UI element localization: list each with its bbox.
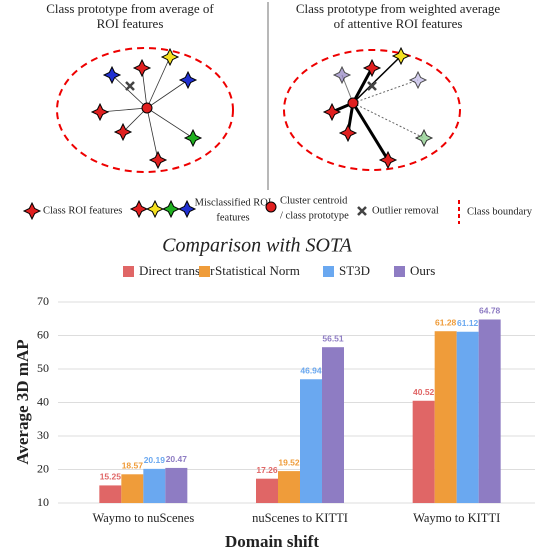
legend-label: Ours — [410, 263, 435, 278]
value-label: 17.26 — [256, 465, 278, 475]
label-line: Cluster centroid — [280, 195, 348, 206]
bar — [456, 331, 479, 503]
legend-text: Class boundary — [467, 206, 533, 217]
y-axis-label: Average 3D mAP — [13, 339, 32, 464]
bar — [300, 379, 322, 503]
value-label: 64.78 — [479, 306, 501, 316]
roi-star — [391, 46, 411, 66]
bar — [412, 400, 435, 503]
y-tick-label: 70 — [37, 294, 49, 308]
roi-star — [362, 58, 382, 78]
value-label: 56.51 — [322, 333, 344, 343]
x-tick-label: Waymo to KITTI — [413, 511, 500, 525]
roi-star — [113, 122, 133, 142]
roi-star — [148, 150, 168, 170]
roi-star — [378, 150, 398, 170]
bar — [434, 331, 457, 503]
x-tick-label: Waymo to nuScenes — [92, 511, 194, 525]
value-label: 61.28 — [435, 317, 457, 327]
edge — [352, 102, 425, 139]
roi-star — [408, 70, 428, 90]
legend-label: Direct transfer — [139, 263, 215, 278]
edge — [111, 74, 148, 109]
roi-star — [178, 70, 198, 90]
edge — [146, 56, 171, 109]
legend-swatch — [323, 266, 334, 277]
edge — [99, 107, 148, 113]
roi-star — [132, 58, 152, 78]
legend-label: ST3D — [339, 263, 370, 278]
legend-text: Class ROI features — [43, 205, 122, 216]
edge — [146, 107, 159, 161]
label-line: / class prototype — [280, 210, 349, 221]
bar — [165, 467, 188, 503]
bar — [256, 478, 278, 503]
bar — [99, 485, 122, 503]
legend-label: Statistical Norm — [215, 263, 300, 278]
outlier-mark — [125, 81, 135, 91]
value-label: 46.94 — [300, 366, 322, 376]
y-tick-label: 40 — [37, 394, 49, 408]
bar — [478, 319, 501, 503]
edge — [146, 107, 194, 139]
edge — [146, 79, 189, 109]
y-tick-label: 50 — [37, 361, 49, 375]
edge — [351, 67, 374, 104]
bar — [278, 471, 300, 503]
roi-star — [22, 201, 42, 221]
legend-swatch — [394, 266, 405, 277]
edge — [351, 102, 390, 161]
roi-star — [102, 65, 122, 85]
y-tick-label: 10 — [37, 495, 49, 509]
value-label: 61.12 — [457, 318, 479, 328]
outlier-mark — [367, 81, 377, 91]
legend-text: Outlier removal — [372, 205, 439, 216]
chart-title: Comparison with SOTA — [162, 235, 352, 257]
roi-star — [332, 65, 352, 85]
value-label: 19.52 — [278, 457, 300, 467]
bar — [143, 468, 166, 503]
x-tick-label: nuScenes to KITTI — [252, 511, 348, 525]
label-line: Class prototype from weighted average — [296, 1, 501, 16]
roi-star — [145, 199, 165, 219]
value-label: 15.25 — [100, 472, 122, 482]
y-tick-label: 20 — [37, 461, 49, 475]
class-boundary — [56, 47, 234, 173]
label-line: Misclassified ROI — [195, 197, 272, 208]
roi-star — [322, 102, 342, 122]
bar — [322, 347, 344, 503]
label-line: ROI features — [97, 16, 164, 31]
edge — [352, 79, 419, 104]
value-label: 20.19 — [144, 455, 166, 465]
centroid — [141, 102, 153, 114]
centroid — [347, 97, 359, 109]
centroid-legend — [265, 201, 277, 213]
legend-swatch — [123, 266, 134, 277]
legend-swatch — [199, 266, 210, 277]
bar — [121, 474, 144, 503]
edge — [352, 55, 402, 104]
label-line: features — [216, 212, 249, 223]
y-tick-label: 60 — [37, 327, 49, 341]
class-boundary — [283, 49, 461, 171]
roi-star — [160, 47, 180, 67]
outlier-mark — [357, 206, 367, 216]
value-label: 40.52 — [413, 387, 435, 397]
y-tick-label: 30 — [37, 428, 49, 442]
value-label: 20.47 — [166, 454, 188, 464]
roi-star — [90, 102, 110, 122]
roi-star — [129, 199, 149, 219]
x-axis-label: Domain shift — [225, 532, 319, 551]
roi-star — [161, 199, 181, 219]
roi-star — [338, 123, 358, 143]
edge — [122, 107, 148, 133]
roi-star — [183, 128, 203, 148]
roi-star — [177, 199, 197, 219]
label-line: Class prototype from average of — [46, 1, 214, 16]
value-label: 18.57 — [122, 461, 144, 471]
label-line: of attentive ROI features — [334, 16, 463, 31]
roi-star — [414, 128, 434, 148]
